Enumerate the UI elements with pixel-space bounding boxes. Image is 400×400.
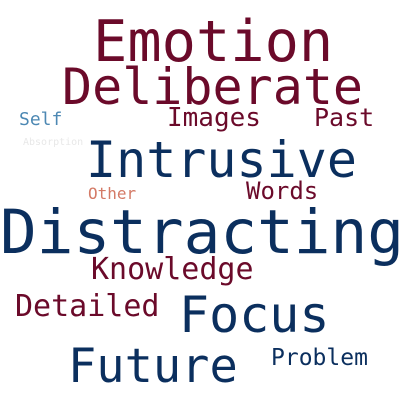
word-distracting: Distracting (0, 197, 400, 268)
word-images: Images (167, 103, 261, 133)
word-other: Other (88, 184, 137, 203)
word-self: Self (19, 109, 63, 130)
word-absorption: Absorption (23, 137, 84, 148)
word-knowledge: Knowledge (91, 252, 254, 287)
word-focus: Focus (179, 286, 330, 344)
word-emotion: Emotion (93, 9, 334, 75)
word-future: Future (68, 339, 238, 394)
word-detailed: Detailed (15, 289, 160, 324)
word-words: Words (246, 177, 319, 205)
word-intrusive: Intrusive (86, 131, 357, 189)
word-past: Past (314, 103, 375, 132)
word-problem: Problem (271, 345, 368, 371)
word-deliberate: Deliberate (62, 58, 364, 116)
